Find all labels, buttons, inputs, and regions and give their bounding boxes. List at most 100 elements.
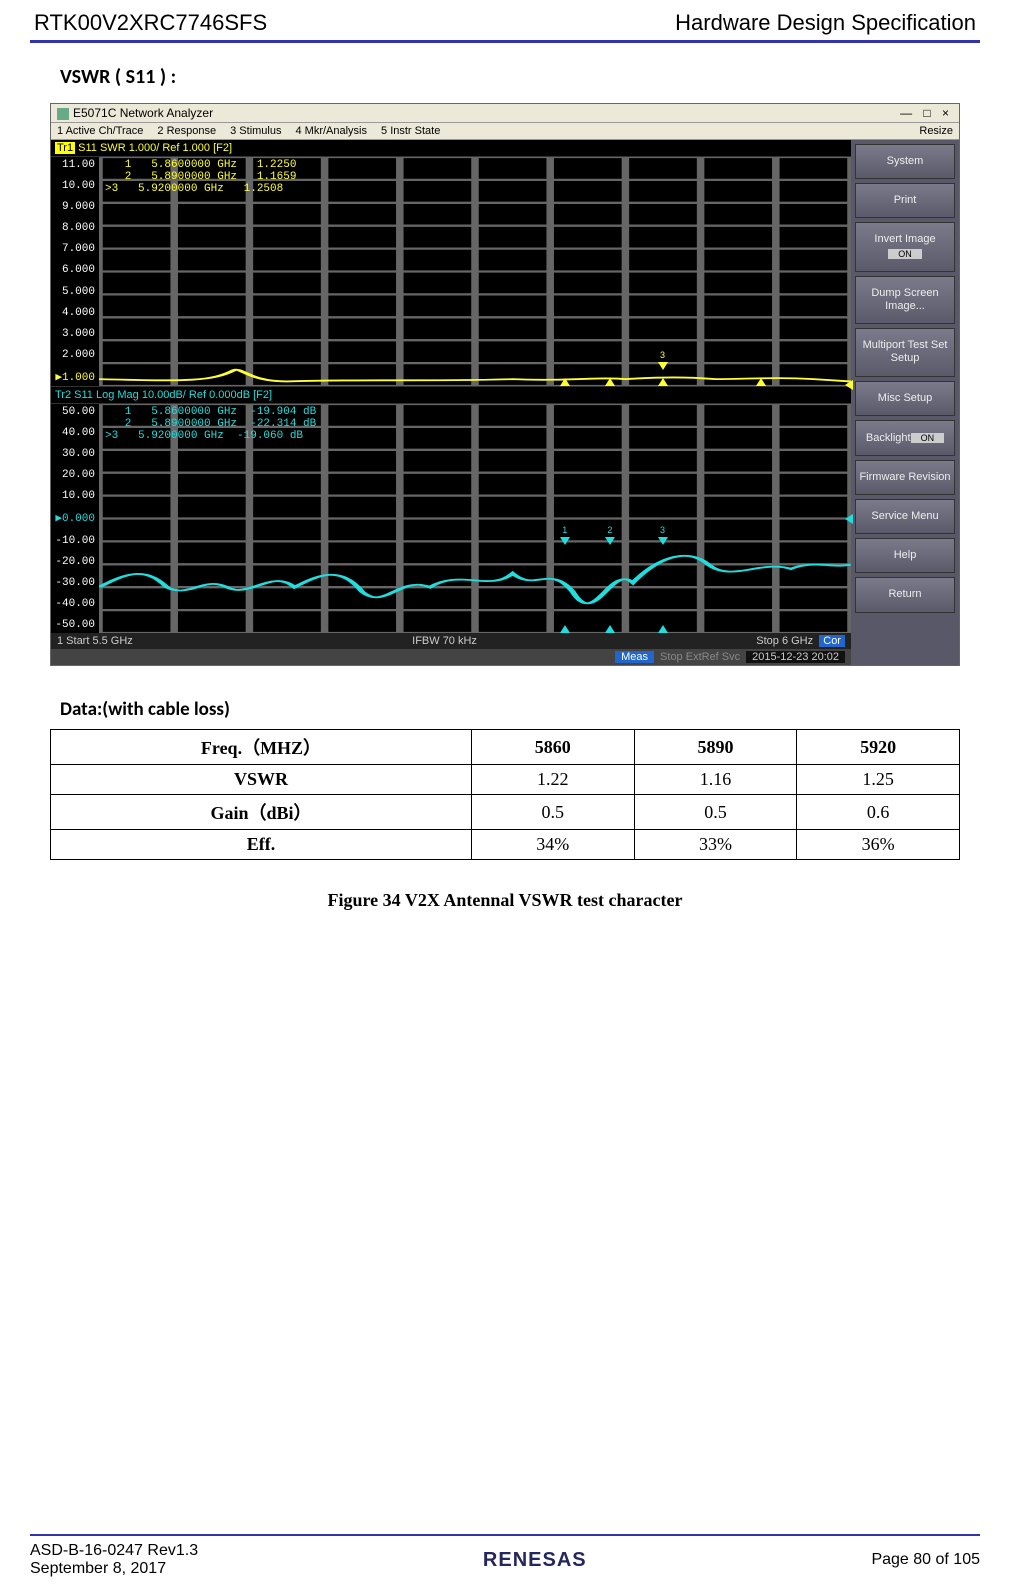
data-cell: 0.6 bbox=[797, 795, 960, 830]
marker-label: 2 bbox=[607, 525, 612, 535]
cor-badge: Cor bbox=[819, 635, 845, 647]
ytick: -50.00 bbox=[51, 619, 95, 631]
ref-arrow-icon bbox=[845, 380, 853, 390]
softkey-button[interactable]: Help bbox=[855, 538, 955, 573]
section-title-vswr: VSWR ( S11 ) : bbox=[60, 65, 980, 89]
plot-statusbar: Meas Stop ExtRef Svc 2015-12-23 20:02 bbox=[51, 649, 851, 665]
row-header: VSWR bbox=[51, 765, 472, 795]
ytick: 6.000 bbox=[51, 264, 95, 276]
data-cell: 33% bbox=[634, 830, 797, 860]
data-cell: 0.5 bbox=[471, 795, 634, 830]
trace1-header: Tr1 S11 SWR 1.000/ Ref 1.000 [F2] bbox=[51, 140, 851, 156]
ytick: -10.00 bbox=[51, 535, 95, 547]
marker-label: 3 bbox=[660, 350, 665, 360]
app-icon bbox=[57, 108, 69, 120]
marker-icon bbox=[756, 378, 766, 386]
marker-icon bbox=[560, 625, 570, 633]
col-header: 5920 bbox=[797, 730, 960, 765]
data-cell: 1.25 bbox=[797, 765, 960, 795]
active-marker-icon bbox=[658, 362, 668, 370]
data-cell: 36% bbox=[797, 830, 960, 860]
menu-item[interactable]: 1 Active Ch/Trace bbox=[57, 125, 143, 137]
data-cell: 1.22 bbox=[471, 765, 634, 795]
timestamp: 2015-12-23 20:02 bbox=[746, 651, 845, 663]
marker-icon bbox=[605, 625, 615, 633]
softkey-button[interactable]: System bbox=[855, 144, 955, 179]
data-cell: 34% bbox=[471, 830, 634, 860]
ytick: 11.00 bbox=[51, 159, 95, 171]
marker-icon bbox=[658, 537, 668, 545]
menu-item[interactable]: 3 Stimulus bbox=[230, 125, 281, 137]
softkey-button[interactable]: Invert ImageON bbox=[855, 222, 955, 271]
softkey-button[interactable]: Service Menu bbox=[855, 499, 955, 534]
data-table: Freq.（MHZ）586058905920 VSWR1.221.161.25 G… bbox=[50, 729, 960, 860]
analyzer-title: E5071C Network Analyzer bbox=[73, 106, 213, 120]
ytick: 10.00 bbox=[51, 180, 95, 192]
ytick: 50.00 bbox=[51, 406, 95, 418]
menu-item[interactable]: 5 Instr State bbox=[381, 125, 440, 137]
analyzer-window: E5071C Network Analyzer — □ × 1 Active C… bbox=[50, 103, 960, 666]
data-cell: 1.16 bbox=[634, 765, 797, 795]
softkey-button[interactable]: Dump Screen Image... bbox=[855, 276, 955, 324]
marker-icon bbox=[605, 378, 615, 386]
softkey-button[interactable]: BacklightON bbox=[855, 420, 955, 456]
softkey-button[interactable]: Print bbox=[855, 183, 955, 218]
ytick: 8.000 bbox=[51, 222, 95, 234]
ytick: 30.00 bbox=[51, 448, 95, 460]
marker-icon bbox=[560, 378, 570, 386]
header-rule bbox=[30, 40, 980, 43]
footer-doc: ASD-B-16-0247 Rev1.3 bbox=[30, 1542, 198, 1560]
ref-arrow-icon bbox=[845, 514, 853, 524]
figure-caption: Figure 34 V2X Antennal VSWR test charact… bbox=[30, 890, 980, 911]
doc-id: RTK00V2XRC7746SFS bbox=[34, 10, 267, 36]
trace1-readout: 1 5.8600000 GHz 1.2250 2 5.8900000 GHz 1… bbox=[105, 159, 296, 195]
trace1-title: S11 SWR 1.000/ Ref 1.000 [F2] bbox=[78, 142, 232, 154]
ytick: 10.00 bbox=[51, 490, 95, 502]
softkey-button[interactable]: Firmware Revision bbox=[855, 460, 955, 495]
softkey-button[interactable]: Return bbox=[855, 577, 955, 612]
ytick: -30.00 bbox=[51, 577, 95, 589]
row-header: Gain（dBi） bbox=[51, 795, 472, 830]
marker-icon bbox=[658, 625, 668, 633]
stop-freq: Stop 6 GHz bbox=[756, 635, 813, 647]
trace2-readout: 1 5.8600000 GHz -19.904 dB 2 5.8900000 G… bbox=[105, 406, 316, 442]
ytick: ▶0.000 bbox=[51, 511, 95, 525]
marker-icon bbox=[560, 537, 570, 545]
renesas-logo: RENESAS bbox=[483, 1549, 587, 1572]
ytick: ▶1.000 bbox=[51, 370, 95, 384]
footer-date: September 8, 2017 bbox=[30, 1560, 198, 1578]
menu-item[interactable]: 4 Mkr/Analysis bbox=[295, 125, 367, 137]
softkey-sidebar: System Print Invert ImageON Dump Screen Ima… bbox=[851, 140, 959, 665]
ytick: 4.000 bbox=[51, 307, 95, 319]
softkey-button[interactable]: Multiport Test Set Setup bbox=[855, 328, 955, 376]
ytick: 7.000 bbox=[51, 243, 95, 255]
row-header: Eff. bbox=[51, 830, 472, 860]
data-cell: 0.5 bbox=[634, 795, 797, 830]
doc-title: Hardware Design Specification bbox=[675, 10, 976, 36]
trace1-label: Tr1 bbox=[55, 142, 75, 154]
softkey-button[interactable]: Misc Setup bbox=[855, 381, 955, 416]
analyzer-titlebar: E5071C Network Analyzer — □ × bbox=[51, 104, 959, 123]
marker-icon bbox=[658, 378, 668, 386]
page-number: Page 80 of 105 bbox=[871, 1551, 980, 1569]
data-section-label: Data:(with cable loss) bbox=[60, 698, 980, 721]
softkey-state: ON bbox=[888, 249, 922, 260]
vswr-plot: 11.0010.009.0008.0007.0006.0005.0004.000… bbox=[51, 156, 851, 386]
softkey-state: ON bbox=[911, 433, 945, 444]
logmag-plot: 50.0040.0030.0020.0010.00▶0.000-10.00-20… bbox=[51, 403, 851, 633]
ytick: 3.000 bbox=[51, 328, 95, 340]
analyzer-menubar: 1 Active Ch/Trace 2 Response 3 Stimulus 4 M… bbox=[51, 123, 959, 140]
footer-rule bbox=[30, 1534, 980, 1536]
menu-item[interactable]: 2 Response bbox=[157, 125, 216, 137]
ytick: 20.00 bbox=[51, 469, 95, 481]
row-header: Freq.（MHZ） bbox=[51, 730, 472, 765]
ifbw: IFBW 70 kHz bbox=[412, 635, 477, 647]
marker-label: 3 bbox=[660, 525, 665, 535]
meas-indicator: Meas bbox=[615, 651, 654, 663]
ytick: 40.00 bbox=[51, 427, 95, 439]
col-header: 5860 bbox=[471, 730, 634, 765]
col-header: 5890 bbox=[634, 730, 797, 765]
window-controls[interactable]: — □ × bbox=[900, 106, 953, 120]
resize-label[interactable]: Resize bbox=[919, 125, 953, 137]
marker-icon bbox=[605, 537, 615, 545]
